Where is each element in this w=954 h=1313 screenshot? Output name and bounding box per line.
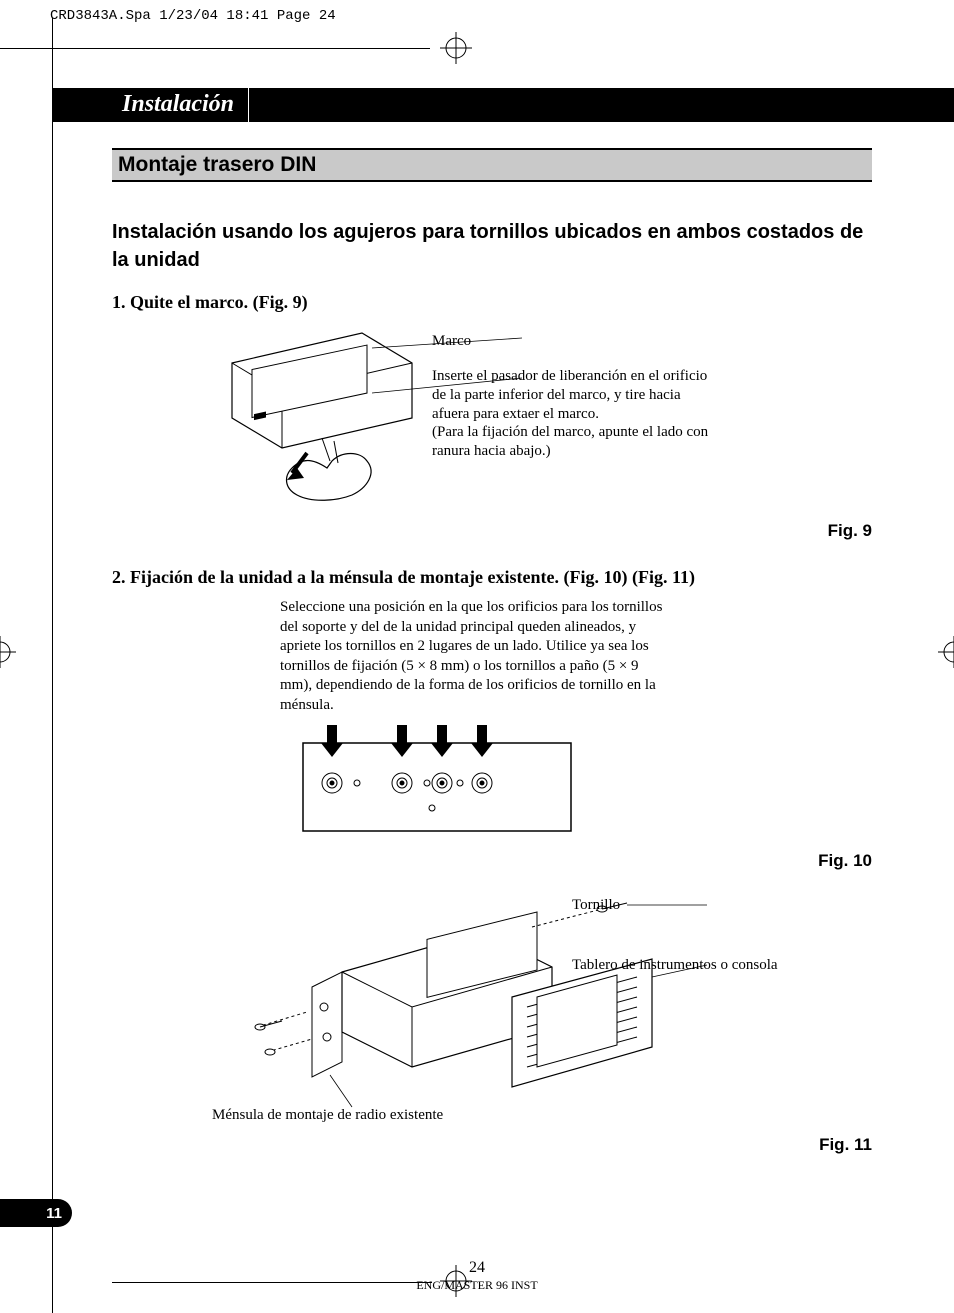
fig11-caption: Fig. 11 xyxy=(112,1135,872,1155)
fig9-label-instruction: Inserte el pasador de liberanción en el … xyxy=(432,367,712,461)
section-title-text: Instalación xyxy=(122,91,234,118)
fig11-label-tablero: Tablero de instrumentos o consola xyxy=(572,957,778,974)
heading-2: Instalación usando los agujeros para tor… xyxy=(112,218,872,274)
footer-text: ENG/MASTER 96 INST xyxy=(52,1278,902,1293)
page-tab-number: 11 xyxy=(46,1205,62,1222)
fig10-caption: Fig. 10 xyxy=(112,851,872,871)
step-2: 2. Fijación de la unidad a la ménsula de… xyxy=(112,567,872,588)
registration-mark-icon xyxy=(0,636,16,668)
step-2-body: Seleccione una posición en la que los or… xyxy=(280,598,670,715)
subsection-bar: Montaje trasero DIN xyxy=(112,148,872,182)
fig11-label-tornillo: Tornillo xyxy=(572,897,620,914)
page-body: Instalación Montaje trasero DIN Instalac… xyxy=(52,48,902,1293)
step-1: 1. Quite el marco. (Fig. 9) xyxy=(112,292,872,313)
figure-10-illustration xyxy=(302,723,572,833)
subsection-title: Montaje trasero DIN xyxy=(118,153,316,176)
figure-10 xyxy=(112,723,872,843)
fig11-label-mensula: Ménsula de montaje de radio existente xyxy=(212,1107,443,1124)
printmark-header: CRD3843A.Spa 1/23/04 18:41 Page 24 xyxy=(0,0,954,50)
page-tab: 11 xyxy=(0,1199,72,1227)
footer-page-number: 24 xyxy=(52,1259,902,1277)
crop-mark xyxy=(112,1282,432,1283)
figure-9: Marco Inserte el pasador de liberanción … xyxy=(112,323,872,513)
registration-mark-icon xyxy=(938,636,954,668)
fig9-caption: Fig. 9 xyxy=(112,521,872,541)
figure-9-illustration xyxy=(212,323,432,513)
content-area: Montaje trasero DIN Instalación usando l… xyxy=(112,148,872,1181)
figure-11-illustration xyxy=(252,897,672,1117)
section-title: Instalación xyxy=(112,88,249,122)
registration-mark-icon xyxy=(440,1265,472,1297)
fig9-label-marco: Marco xyxy=(432,333,471,350)
figure-11: Tornillo Tablero de instrumentos o conso… xyxy=(112,897,872,1127)
